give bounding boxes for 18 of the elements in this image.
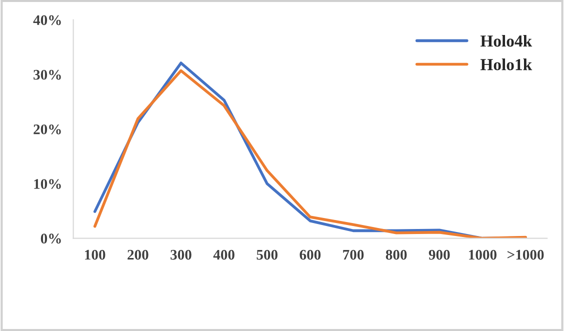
x-tick-label: 500 xyxy=(256,250,278,260)
y-tick-label: 0% xyxy=(40,234,61,244)
legend-label: Holo4k xyxy=(480,34,532,47)
y-tick-label: 30% xyxy=(34,70,61,80)
y-tick-label: 10% xyxy=(34,179,61,189)
x-tick-label: 700 xyxy=(343,250,364,260)
y-tick-label: 40% xyxy=(33,15,61,26)
x-tick-label: 100 xyxy=(85,250,106,260)
legend-label: Holo1k xyxy=(480,58,532,70)
x-tick-label: 800 xyxy=(386,250,407,260)
x-tick-label: 1000 xyxy=(469,250,497,260)
x-tick-label: 900 xyxy=(428,250,450,260)
x-tick-label: 600 xyxy=(300,250,321,260)
x-tick-label: 400 xyxy=(213,250,234,260)
x-tick-label: >1000 xyxy=(508,250,544,260)
y-tick-label: 20% xyxy=(34,124,61,134)
x-tick-label: 200 xyxy=(128,250,148,260)
x-tick-label: 300 xyxy=(170,250,192,260)
